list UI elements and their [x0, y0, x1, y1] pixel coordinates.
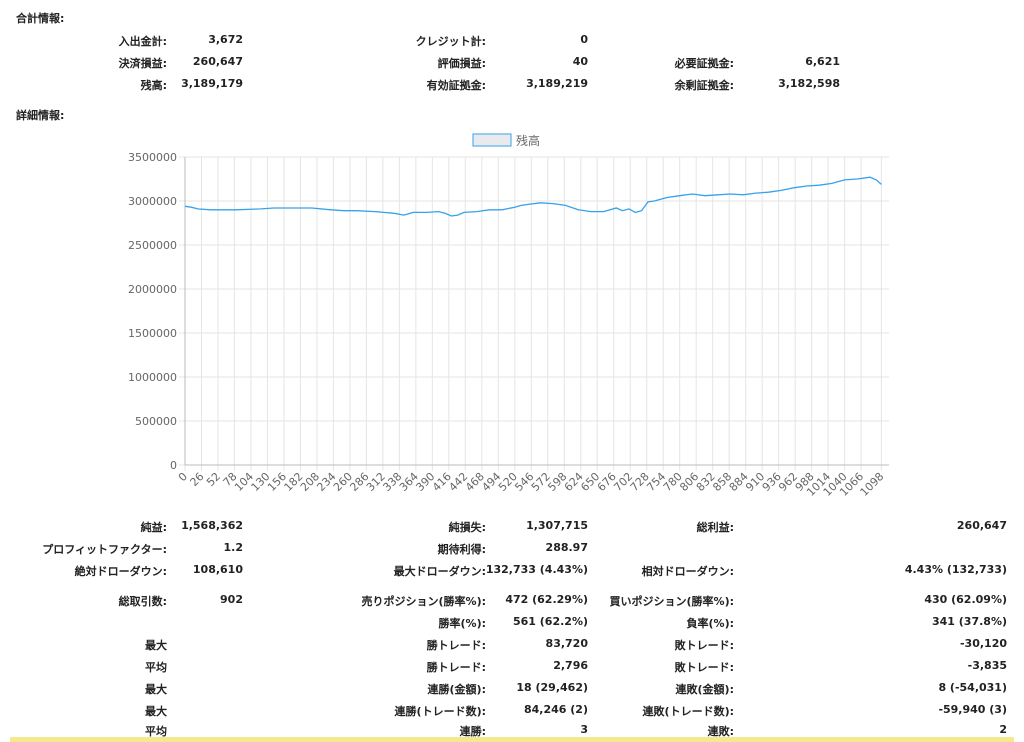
total-profit-label: 総利益: — [696, 521, 734, 534]
win-rate-label: 勝率(%): — [438, 617, 486, 630]
sell-value: 472 (62.29%) — [505, 593, 588, 606]
rel-dd-value: 4.43% (132,733) — [904, 563, 1007, 576]
x-tick-label: 0 — [176, 470, 190, 484]
total-profit-value: 260,647 — [956, 519, 1007, 532]
legend-swatch — [472, 133, 512, 147]
avg-loss-label: 敗トレード: — [674, 661, 734, 674]
y-tick-label: 0 — [170, 459, 177, 472]
y-tick-label: 1000000 — [128, 371, 177, 384]
avg-cons-win-label: 連勝: — [459, 725, 486, 738]
equity-value: 3,189,219 — [526, 77, 588, 90]
sell-label: 売りポジション(勝率%): — [361, 595, 486, 608]
y-tick-label: 2000000 — [128, 283, 177, 296]
legend-label: 残高 — [516, 133, 540, 148]
y-tick-label: 3000000 — [128, 195, 177, 208]
free-margin-label: 余剰証拠金: — [674, 79, 734, 92]
summary-title: 合計情報: — [16, 12, 65, 25]
max-loss-label: 敗トレード: — [674, 639, 734, 652]
max-dd-label: 最大ドローダウン: — [393, 565, 486, 578]
net-loss-value: 1,307,715 — [526, 519, 588, 532]
cons-win-cnt-label: 連勝(トレード数): — [394, 705, 486, 718]
loss-rate-value: 341 (37.8%) — [931, 615, 1007, 628]
max-win-label: 勝トレード: — [426, 639, 486, 652]
win-rate-value: 561 (62.2%) — [512, 615, 588, 628]
chart-axes: 3500000 3000000 2500000 2000000 1500000 10000… — [128, 151, 889, 499]
buy-value: 430 (62.09%) — [924, 593, 1007, 606]
net-profit-label: 純益: — [140, 521, 167, 534]
balance-series-line — [184, 176, 882, 217]
balance-value: 3,189,179 — [181, 77, 243, 90]
cons-loss-cnt-label: 連敗(トレード数): — [642, 705, 734, 718]
avg-cons-win-value: 3 — [580, 723, 588, 736]
max-dd-value: 132,733 (4.43%) — [485, 563, 588, 576]
cons-win-cnt-value: 84,246 (2) — [524, 703, 588, 716]
deposit-value: 3,672 — [208, 33, 243, 46]
abs-dd-value: 108,610 — [192, 563, 243, 576]
max2-label: 最大 — [145, 683, 167, 696]
floating-pl-value: 40 — [572, 55, 588, 68]
total-trades-label: 総取引数: — [118, 595, 167, 608]
margin-value: 6,621 — [805, 55, 840, 68]
floating-pl-label: 評価損益: — [437, 57, 486, 70]
net-profit-value: 1,568,362 — [181, 519, 243, 532]
cons-win-amt-label: 連勝(金額): — [427, 683, 486, 696]
avg-cons-loss-value: 2 — [999, 723, 1007, 736]
loss-rate-label: 負率(%): — [686, 617, 734, 630]
x-tick-label: 1098 — [858, 470, 887, 499]
margin-label: 必要証拠金: — [674, 57, 734, 70]
buy-label: 買いポジション(勝率%): — [609, 595, 734, 608]
y-tick-label: 3500000 — [128, 151, 177, 164]
max-loss-value: -30,120 — [959, 637, 1007, 650]
avg2-label: 平均 — [145, 725, 167, 738]
cons-loss-amt-value: 8 (-54,031) — [938, 681, 1007, 694]
deposit-label: 入出金計: — [118, 35, 167, 48]
cons-loss-amt-label: 連敗(金額): — [675, 683, 734, 696]
equity-label: 有効証拠金: — [426, 79, 486, 92]
bottom-highlight-bar — [10, 737, 1014, 742]
closed-pl-label: 決済損益: — [118, 57, 167, 70]
pf-label: プロフィットファクター: — [42, 543, 167, 556]
avg-win-value: 2,796 — [553, 659, 588, 672]
rel-dd-label: 相対ドローダウン: — [641, 565, 734, 578]
y-tick-label: 1500000 — [128, 327, 177, 340]
max1-label: 最大 — [145, 639, 167, 652]
cons-win-amt-value: 18 (29,462) — [516, 681, 588, 694]
expected-value: 288.97 — [545, 541, 588, 554]
avg-cons-loss-label: 連敗: — [707, 725, 734, 738]
abs-dd-label: 絶対ドローダウン: — [74, 565, 167, 578]
credit-label: クレジット計: — [415, 35, 486, 48]
free-margin-value: 3,182,598 — [778, 77, 840, 90]
credit-value: 0 — [580, 33, 588, 46]
y-tick-label: 2500000 — [128, 239, 177, 252]
max3-label: 最大 — [145, 705, 167, 718]
y-tick-label: 500000 — [135, 415, 177, 428]
max-win-value: 83,720 — [545, 637, 588, 650]
avg-win-label: 勝トレード: — [426, 661, 486, 674]
balance-label: 残高: — [140, 79, 167, 92]
balance-chart: 3500000 3000000 2500000 2000000 1500000 10000… — [128, 133, 889, 499]
chart-legend[interactable]: 残高 — [472, 133, 540, 148]
avg-loss-value: -3,835 — [967, 659, 1007, 672]
closed-pl-value: 260,647 — [192, 55, 243, 68]
expected-label: 期待利得: — [437, 543, 486, 556]
cons-loss-cnt-value: -59,940 (3) — [938, 703, 1007, 716]
net-loss-label: 純損失: — [448, 521, 486, 534]
detail-title: 詳細情報: — [16, 109, 65, 122]
avg1-label: 平均 — [145, 661, 167, 674]
chart-series — [184, 176, 882, 217]
total-trades-value: 902 — [220, 593, 243, 606]
pf-value: 1.2 — [223, 541, 244, 554]
